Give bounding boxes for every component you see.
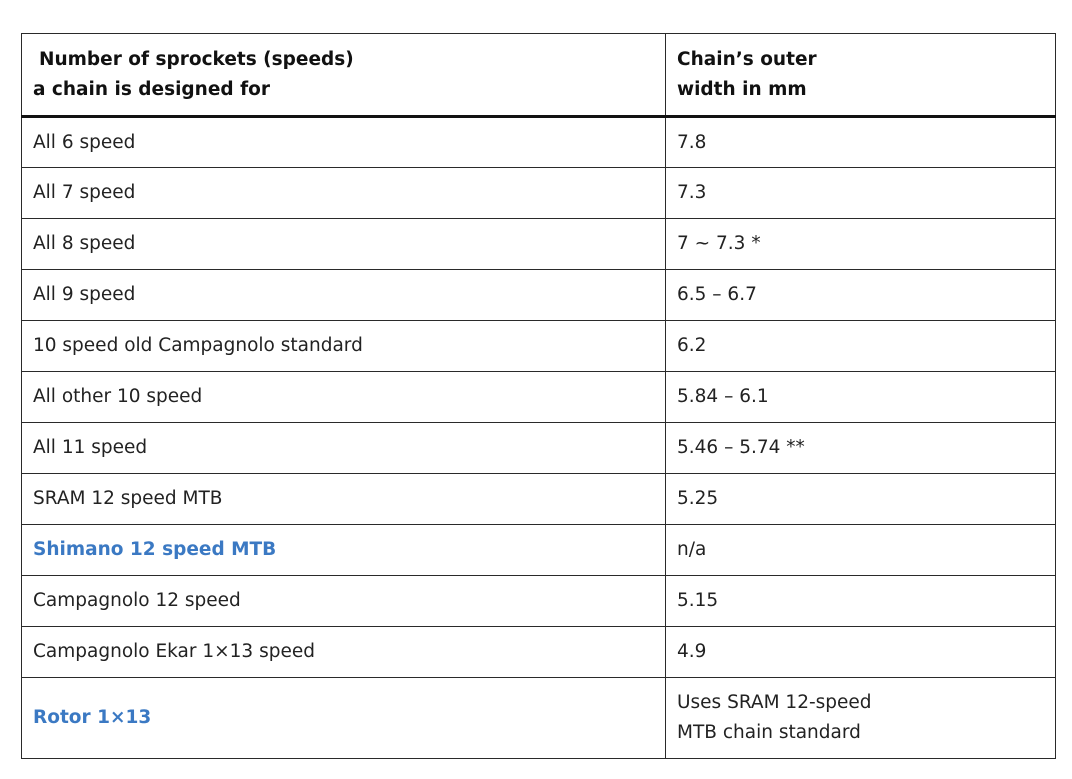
speeds-cell: Rotor 1×13	[21, 677, 666, 759]
table-row: All 6 speed 7.8	[21, 116, 1056, 168]
chain-width-table: Number of sprockets (speeds) a chain is …	[21, 33, 1056, 759]
table-row: All 9 speed 6.5 – 6.7	[21, 269, 1056, 321]
table-row: Campagnolo 12 speed 5.15	[21, 575, 1056, 627]
speeds-cell: Shimano 12 speed MTB	[21, 524, 666, 576]
header-width-line1: Chain’s outer	[677, 48, 817, 70]
width-cell: 7.8	[665, 116, 1056, 168]
table-row: Shimano 12 speed MTB n/a	[21, 524, 1056, 576]
table-header: Number of sprockets (speeds) a chain is …	[21, 33, 1056, 118]
speeds-cell: All 8 speed	[21, 218, 666, 270]
table-body: All 6 speed 7.8 All 7 speed 7.3 All 8 sp…	[21, 116, 1056, 759]
header-width-line2: width in mm	[677, 78, 807, 100]
speeds-cell: 10 speed old Campagnolo standard	[21, 320, 666, 372]
width-cell: 5.15	[665, 575, 1056, 627]
table-row: All 7 speed 7.3	[21, 167, 1056, 219]
width-cell: 5.46 – 5.74 **	[665, 422, 1056, 474]
table-row: Rotor 1×13 Uses SRAM 12-speed MTB chain …	[21, 677, 1056, 759]
speeds-cell: All 9 speed	[21, 269, 666, 321]
speeds-cell: All 11 speed	[21, 422, 666, 474]
table-row: All 11 speed 5.46 – 5.74 **	[21, 422, 1056, 474]
table-row: All 8 speed 7 ~ 7.3 *	[21, 218, 1056, 270]
width-cell: 6.5 – 6.7	[665, 269, 1056, 321]
width-cell: 7.3	[665, 167, 1056, 219]
width-cell: 6.2	[665, 320, 1056, 372]
speeds-cell: SRAM 12 speed MTB	[21, 473, 666, 525]
width-cell-line2: MTB chain standard	[677, 722, 861, 743]
speeds-cell: Campagnolo 12 speed	[21, 575, 666, 627]
table-row: Campagnolo Ekar 1×13 speed 4.9	[21, 626, 1056, 678]
width-cell: 4.9	[665, 626, 1056, 678]
width-cell: 5.25	[665, 473, 1056, 525]
header-width: Chain’s outer width in mm	[665, 33, 1056, 118]
table-row: All other 10 speed 5.84 – 6.1	[21, 371, 1056, 423]
table-row: SRAM 12 speed MTB 5.25	[21, 473, 1056, 525]
width-cell: 7 ~ 7.3 *	[665, 218, 1056, 270]
header-speeds-line1: Number of sprockets (speeds)	[39, 48, 354, 70]
width-cell: Uses SRAM 12-speed MTB chain standard	[665, 677, 1056, 759]
table-row: 10 speed old Campagnolo standard 6.2	[21, 320, 1056, 372]
speeds-cell: All 6 speed	[21, 116, 666, 168]
width-cell: 5.84 – 6.1	[665, 371, 1056, 423]
header-speeds: Number of sprockets (speeds) a chain is …	[21, 33, 666, 118]
width-cell: n/a	[665, 524, 1056, 576]
header-row: Number of sprockets (speeds) a chain is …	[21, 33, 1056, 118]
rotor-1x13-link[interactable]: Rotor 1×13	[33, 707, 152, 728]
speeds-cell: Campagnolo Ekar 1×13 speed	[21, 626, 666, 678]
speeds-cell: All other 10 speed	[21, 371, 666, 423]
shimano-12-speed-link[interactable]: Shimano 12 speed MTB	[33, 539, 277, 560]
width-cell-line1: Uses SRAM 12-speed	[677, 692, 872, 713]
speeds-cell: All 7 speed	[21, 167, 666, 219]
header-speeds-line2: a chain is designed for	[33, 78, 270, 100]
